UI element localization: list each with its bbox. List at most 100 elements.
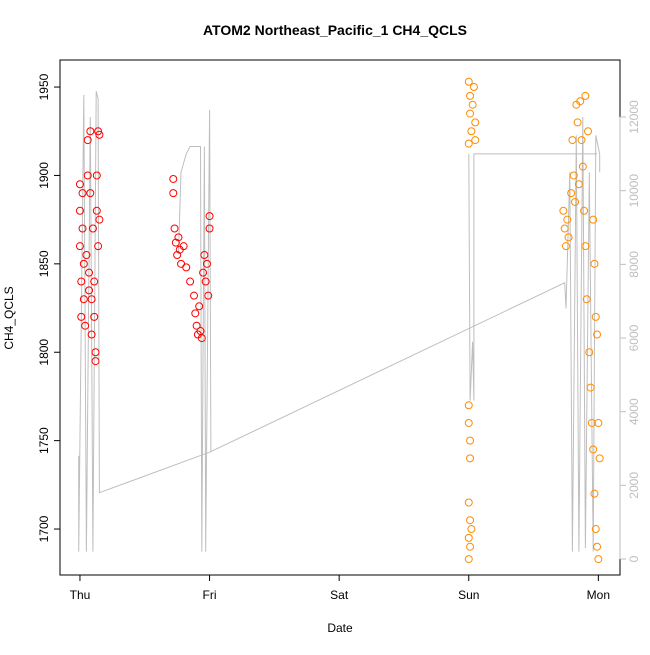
point (182, 263, 191, 272)
point (83, 136, 92, 145)
point (586, 383, 595, 392)
x-tick-label: Fri (203, 588, 217, 602)
point (590, 259, 599, 268)
x-tick-label: Mon (587, 588, 610, 602)
point (86, 189, 95, 198)
point (190, 291, 199, 300)
y2-tick-label: 6000 (627, 324, 641, 351)
x-tick-label: Sat (330, 588, 349, 602)
point (79, 259, 88, 268)
point (79, 295, 88, 304)
point (567, 189, 576, 198)
point (170, 224, 179, 233)
point (83, 171, 92, 180)
point (91, 357, 100, 366)
point (173, 251, 182, 260)
x-tick-label: Sun (458, 588, 479, 602)
point (466, 109, 475, 118)
point (589, 215, 598, 224)
point (77, 277, 86, 286)
x-tick-label: Thu (70, 588, 91, 602)
point (569, 171, 578, 180)
point (590, 489, 599, 498)
point (571, 197, 580, 206)
point (466, 91, 475, 100)
point (581, 91, 590, 100)
point (78, 224, 87, 233)
point (468, 100, 477, 109)
x-axis-label: Date (327, 621, 353, 635)
point (576, 97, 585, 106)
point (464, 401, 473, 410)
point (469, 83, 478, 92)
point (205, 212, 214, 221)
point (464, 533, 473, 542)
point (464, 498, 473, 507)
point (94, 242, 103, 251)
point (85, 286, 94, 295)
point (471, 118, 480, 127)
y2-tick-label: 2000 (627, 472, 641, 499)
point (466, 542, 475, 551)
point (466, 454, 475, 463)
y-tick-label: 1800 (37, 339, 51, 366)
point (91, 348, 100, 357)
point (86, 127, 95, 136)
point (585, 348, 594, 357)
point (582, 295, 591, 304)
y2-tick-label: 0 (627, 555, 641, 562)
point (192, 321, 201, 330)
point (81, 321, 90, 330)
point (587, 418, 596, 427)
y-tick-label: 1950 (37, 73, 51, 100)
point (174, 233, 183, 242)
y-axis-label: CH4_QCLS (2, 286, 16, 349)
point (201, 277, 210, 286)
point (78, 189, 87, 198)
point (560, 224, 569, 233)
point (90, 277, 99, 286)
point (577, 136, 586, 145)
point (466, 436, 475, 445)
point (595, 454, 604, 463)
point (75, 242, 84, 251)
point (75, 180, 84, 189)
point (186, 277, 195, 286)
chart-title: ATOM2 Northeast_Pacific_1 CH4_QCLS (203, 22, 467, 38)
point (75, 206, 84, 215)
point (85, 268, 94, 277)
point (202, 259, 211, 268)
point (464, 77, 473, 86)
point (204, 291, 213, 300)
point (92, 171, 101, 180)
point (197, 334, 206, 343)
point (200, 251, 209, 260)
point (169, 189, 178, 198)
point (199, 268, 208, 277)
point (581, 242, 590, 251)
y2-tick-label: 4000 (627, 398, 641, 425)
point (593, 542, 602, 551)
point (90, 312, 99, 321)
y2-tick-label: 8000 (627, 251, 641, 278)
point (591, 525, 600, 534)
point (594, 418, 603, 427)
point (561, 242, 570, 251)
point (205, 224, 214, 233)
point (82, 251, 91, 260)
point (580, 206, 589, 215)
point (77, 312, 86, 321)
point (573, 118, 582, 127)
point (169, 174, 178, 183)
y-tick-label: 1700 (37, 515, 51, 542)
y-tick-label: 1900 (37, 162, 51, 189)
y2-tick-label: 10000 (627, 174, 641, 208)
point (179, 242, 188, 251)
point (195, 302, 204, 311)
point (591, 312, 600, 321)
point (578, 162, 587, 171)
point (589, 445, 598, 454)
point (171, 238, 180, 247)
